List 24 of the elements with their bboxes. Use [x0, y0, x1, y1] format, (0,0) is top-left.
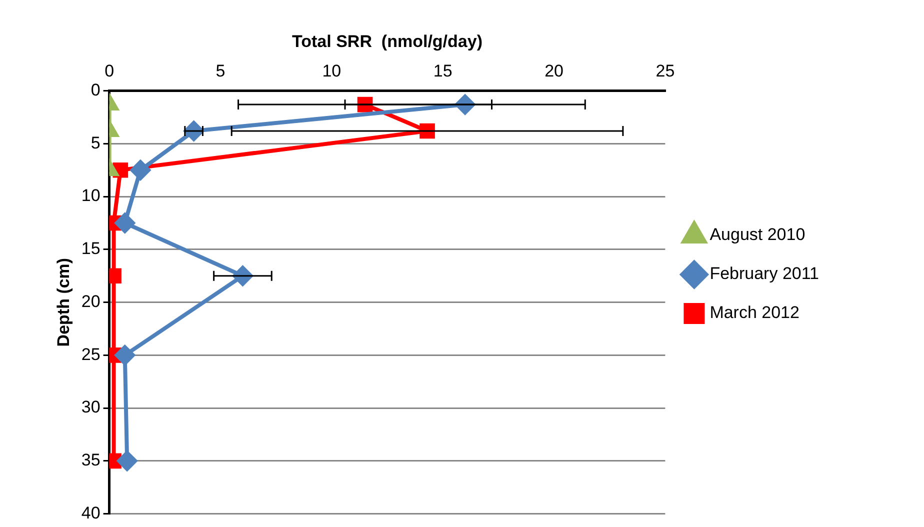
x-tick-label: 0 — [104, 61, 114, 80]
legend-label: March 2012 — [710, 303, 800, 322]
y-axis-title: Depth (cm) — [54, 258, 73, 347]
point — [130, 160, 150, 180]
x-tick-label: 15 — [433, 61, 452, 80]
point — [117, 450, 138, 471]
x-axis-title: Total SRR (nmol/g/day) — [292, 32, 482, 51]
y-tick-label: 40 — [81, 503, 100, 522]
y-tick-label: 15 — [81, 239, 100, 258]
y-tick-label: 5 — [90, 133, 100, 152]
y-tick-label: 20 — [81, 292, 100, 311]
x-tick-label: 20 — [544, 61, 564, 80]
y-tick-label: 0 — [90, 80, 100, 100]
legend-label: August 2010 — [710, 225, 806, 244]
legend-label: February 2011 — [710, 264, 820, 284]
point — [114, 212, 135, 233]
y-tick-label: 35 — [81, 450, 100, 470]
x-tick-label: 5 — [216, 61, 226, 80]
x-tick-label: 10 — [322, 61, 342, 80]
y-tick-label: 25 — [81, 344, 100, 364]
point — [114, 345, 135, 366]
x-tick-label: 25 — [656, 61, 675, 80]
y-tick-label: 10 — [81, 186, 100, 206]
y-tick-label: 30 — [81, 398, 100, 417]
